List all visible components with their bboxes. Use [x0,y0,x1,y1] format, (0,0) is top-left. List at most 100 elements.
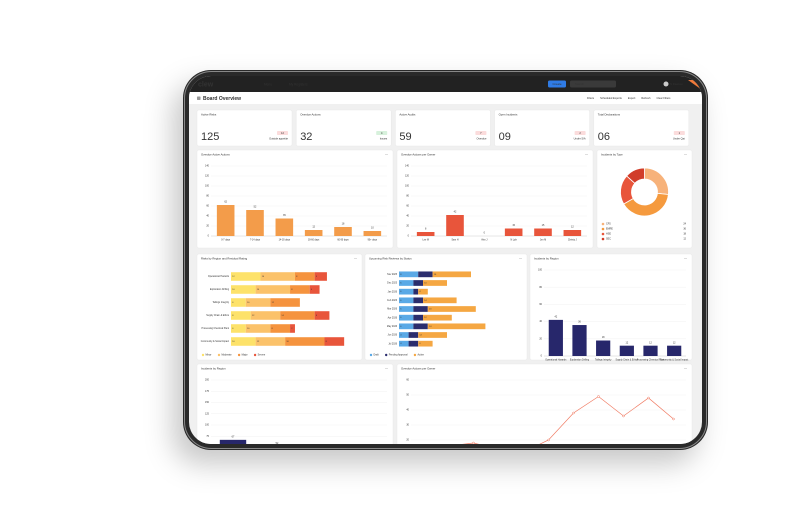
line-point [622,414,625,418]
y-tick-label: 50 [406,394,409,397]
x-tick-label: Community & Social Impact [660,359,689,362]
line-point [597,395,600,398]
bar-segment [255,285,291,294]
x-tick-label: Christy J [568,239,577,242]
pie-slice [626,167,645,184]
logo: clew [198,81,214,88]
y-tick-label: Mar 2026 [387,308,397,311]
kpi-value: 32 [300,131,312,143]
card-menu[interactable]: ⋯ [684,366,687,370]
x-tick-label: Tailings Integrity [595,359,612,362]
bar-segment [427,323,486,330]
legend-swatch [601,232,605,236]
bar-segment [399,288,414,295]
data-label: 52 [276,442,279,445]
chart-title: Incidents by Region [201,367,226,371]
legend-label: HSE [606,233,611,236]
bar-segment [413,288,419,295]
card-menu[interactable]: ⋯ [519,256,522,260]
legend-swatch [601,227,605,231]
bar-segment [231,311,251,320]
y-tick-label: 0 [541,355,543,358]
user-name: N Dawson [670,82,683,86]
bar-segment [231,272,261,281]
data-label: 8 [326,341,328,343]
x-tick-label: Joe B [671,474,677,476]
card-menu[interactable]: ⋯ [684,256,687,260]
bar-segment [413,306,428,312]
chart-card [396,363,693,444]
data-label: 42 [554,316,557,319]
kpi-value: 125 [201,131,219,143]
x-tick-label: Christy J [544,473,553,476]
chart-card [396,149,594,249]
legend-swatch [601,222,605,226]
data-label: 30 [320,452,323,455]
create-button[interactable] [548,80,566,88]
card-menu[interactable]: ⋯ [385,366,388,370]
card-menu[interactable]: ⋯ [585,152,588,156]
bar [363,231,382,236]
x-tick-label: Alex J [470,473,476,476]
y-tick-label: 25 [206,457,209,460]
y-tick-label: 80 [206,195,209,198]
card-menu[interactable]: ⋯ [684,152,687,156]
toolbar-button[interactable]: Export [628,96,636,100]
data-label: 4 [400,343,402,345]
bar-segment [423,280,447,286]
card-menu[interactable]: ⋯ [354,256,357,260]
kpi-note: Overdue [476,137,487,141]
bar-segment [399,271,419,278]
y-tick-label: Exploration Drilling [210,288,230,291]
data-label: 18 [342,223,345,226]
data-label: 12 [419,335,422,337]
kpi-card [593,109,689,147]
bar-segment [231,285,256,294]
data-label: 10 [232,289,235,291]
legend-label: CFS [606,223,611,226]
bar-segment [399,314,414,321]
legend-swatch [217,353,221,357]
data-label: 8 [425,228,427,231]
data-label: 16 [286,341,289,343]
chart-card [196,149,394,249]
data-label: 10 [232,341,235,343]
y-tick-label: Tailings Integrity [213,301,230,304]
data-label: 14 [257,289,260,291]
legend-label: EMRE [606,228,613,231]
bar-segment [408,332,419,338]
kpi-card [196,109,293,147]
nav-item[interactable]: My Registers [289,82,308,86]
line-point [572,411,575,415]
legend-value: 18 [683,233,686,236]
legend-value: 24 [683,223,686,226]
data-label: 8 [272,328,274,330]
data-label: 12 [252,315,255,317]
x-tick-label: 7-14 days [250,240,261,242]
kpi-label: Active Risks [201,113,217,117]
x-tick-label: Sam H [451,240,458,242]
kpi-note: Under SIA [574,137,586,141]
card-menu[interactable]: ⋯ [385,152,388,156]
search-box[interactable] [570,80,616,88]
legend-swatch [384,353,388,357]
data-label: 10 [247,302,250,304]
legend-swatch [201,353,205,357]
user-avatar[interactable] [663,81,669,87]
kpi-badge-value: 12 [281,131,284,135]
kpi-card [395,109,491,147]
data-label: 6 [400,309,402,311]
toolbar-button[interactable]: Refresh [641,96,651,100]
create-label[interactable]: Create [552,82,561,86]
chart-card [529,253,693,361]
toolbar-button[interactable]: Filters [587,96,595,100]
legend-label: Major [242,354,248,357]
x-tick-label: Tailings Integrity [313,473,330,476]
toolbar-button[interactable]: Clear Filters [656,96,671,100]
kpi-note: Under Qat [673,137,685,141]
y-tick-label: 140 [205,165,210,168]
y-tick-label: 20 [406,439,409,442]
toolbar-button[interactable]: Scheduled Exports [600,96,622,100]
nav-item[interactable]: Menu [264,82,272,86]
y-tick-label: 150 [205,401,210,404]
